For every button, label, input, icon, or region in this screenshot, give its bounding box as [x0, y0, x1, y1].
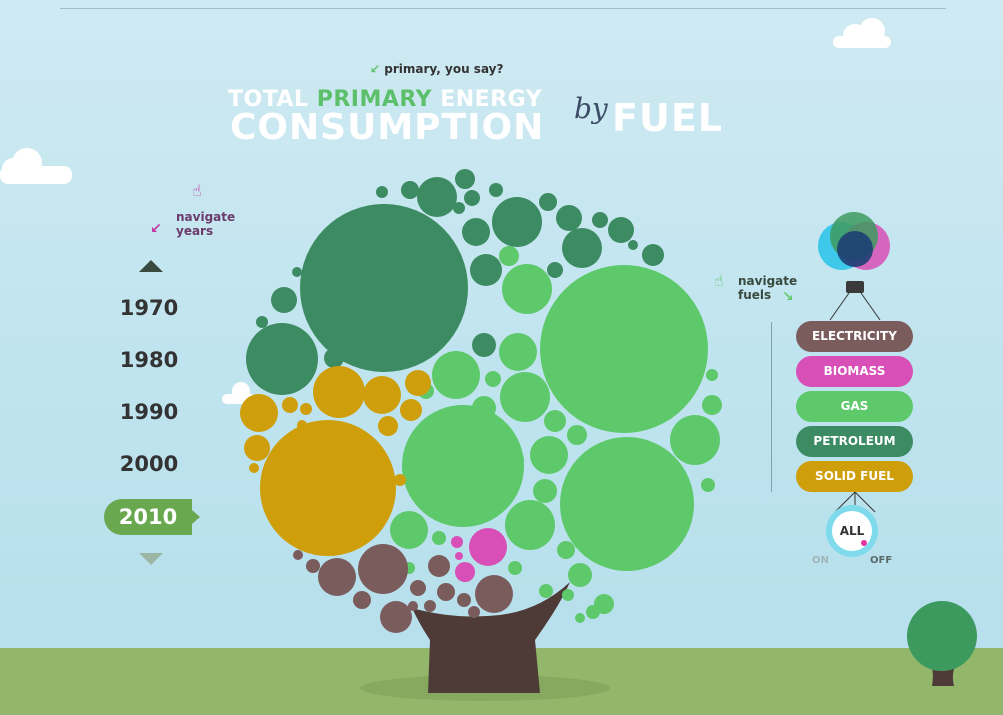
fuels-divider [771, 322, 772, 492]
fuel-button-petroleum[interactable]: PETROLEUM [796, 426, 913, 457]
fuel-button-solid-fuel[interactable]: SOLID FUEL [796, 461, 913, 492]
page-title-line2: CONSUMPTION [230, 107, 545, 148]
solid-fuel-bubbles [240, 366, 431, 556]
cloud-small [222, 382, 256, 404]
year-2010-selected[interactable]: 2010 [104, 499, 200, 535]
fuel-balloon-icon [818, 212, 890, 513]
hand-pointer-icon: ☝ [192, 181, 202, 200]
year-2000[interactable]: 2000 [119, 452, 179, 476]
top-divider [60, 8, 946, 9]
chevron-up-icon[interactable] [139, 260, 163, 272]
fuel-button-biomass[interactable]: BIOMASS [796, 356, 913, 387]
arrow-icon: ↙ [370, 62, 381, 76]
title-accent: PRIMARY [316, 87, 433, 112]
toggle-on-label[interactable]: ON [812, 555, 829, 566]
arrow-icon: ↙ [150, 221, 162, 237]
toggle-indicator-dot [861, 540, 867, 546]
gas-bubbles [390, 246, 722, 623]
year-1980[interactable]: 1980 [119, 348, 179, 372]
page-title-line1: TOTAL PRIMARY ENERGY [228, 87, 543, 112]
arrow-icon: ↘ [782, 289, 794, 305]
page-title-fuel: FUEL [612, 96, 723, 140]
tree-trunk [412, 582, 570, 693]
primary-annotation-text: primary, you say? [384, 62, 504, 76]
hand-pointer-icon: ☝ [714, 271, 724, 290]
year-1990[interactable]: 1990 [119, 400, 179, 424]
primary-annotation: ↙ primary, you say? [370, 62, 503, 76]
cloud-left [0, 148, 72, 184]
fuel-button-electricity[interactable]: ELECTRICITY [796, 321, 913, 352]
petroleum-bubbles [246, 169, 664, 395]
all-toggle-button[interactable]: ALL [832, 511, 872, 551]
page-title-by: by [574, 92, 608, 125]
biomass-bubbles [451, 528, 507, 582]
toggle-off-label[interactable]: OFF [870, 555, 893, 566]
cloud-top-right [833, 18, 891, 48]
small-tree-icon [907, 601, 977, 686]
year-1970[interactable]: 1970 [119, 296, 179, 320]
electricity-bubbles [293, 544, 513, 633]
chevron-down-icon[interactable] [139, 553, 163, 565]
fuel-button-gas[interactable]: GAS [796, 391, 913, 422]
